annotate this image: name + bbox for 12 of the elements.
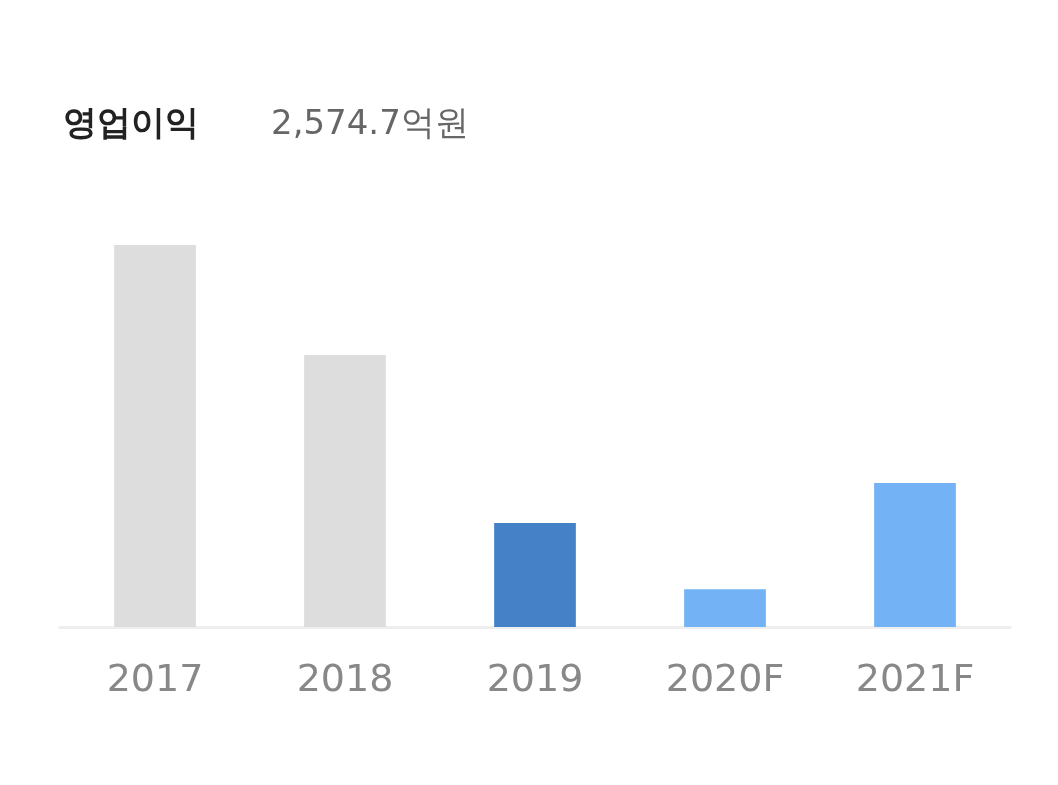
x-tick-label: 2019	[486, 656, 584, 700]
bar	[874, 482, 956, 627]
x-tick-label: 2020F	[665, 656, 785, 700]
x-tick-label: 2021F	[855, 656, 975, 700]
bar	[494, 523, 576, 627]
x-tick-label: 2017	[106, 656, 204, 700]
chart-title: 영업이익	[63, 102, 199, 142]
bar	[684, 589, 766, 627]
chart-subtitle: 2,574.7억원	[271, 102, 469, 142]
x-tick-label: 2018	[296, 656, 394, 700]
bar	[114, 245, 196, 627]
bar	[304, 355, 386, 627]
